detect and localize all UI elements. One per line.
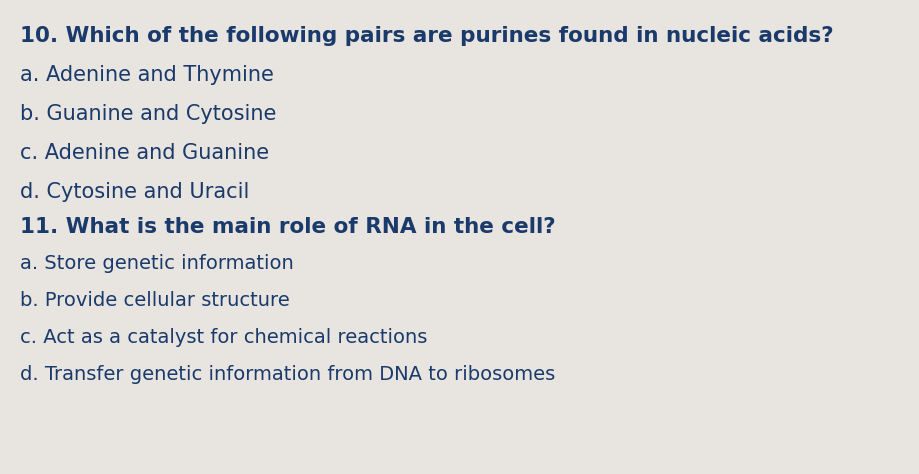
Text: d. Transfer genetic information from DNA to ribosomes: d. Transfer genetic information from DNA… <box>20 365 555 384</box>
Text: c. Act as a catalyst for chemical reactions: c. Act as a catalyst for chemical reacti… <box>20 328 427 347</box>
Text: b. Guanine and Cytosine: b. Guanine and Cytosine <box>20 104 277 124</box>
Text: 10. Which of the following pairs are purines found in nucleic acids?: 10. Which of the following pairs are pur… <box>20 26 833 46</box>
Text: c. Adenine and Guanine: c. Adenine and Guanine <box>20 143 269 163</box>
Text: a. Adenine and Thymine: a. Adenine and Thymine <box>20 65 274 85</box>
Text: a. Store genetic information: a. Store genetic information <box>20 254 294 273</box>
Text: d. Cytosine and Uracil: d. Cytosine and Uracil <box>20 182 249 201</box>
Text: 11. What is the main role of RNA in the cell?: 11. What is the main role of RNA in the … <box>20 217 555 237</box>
Text: b. Provide cellular structure: b. Provide cellular structure <box>20 291 289 310</box>
